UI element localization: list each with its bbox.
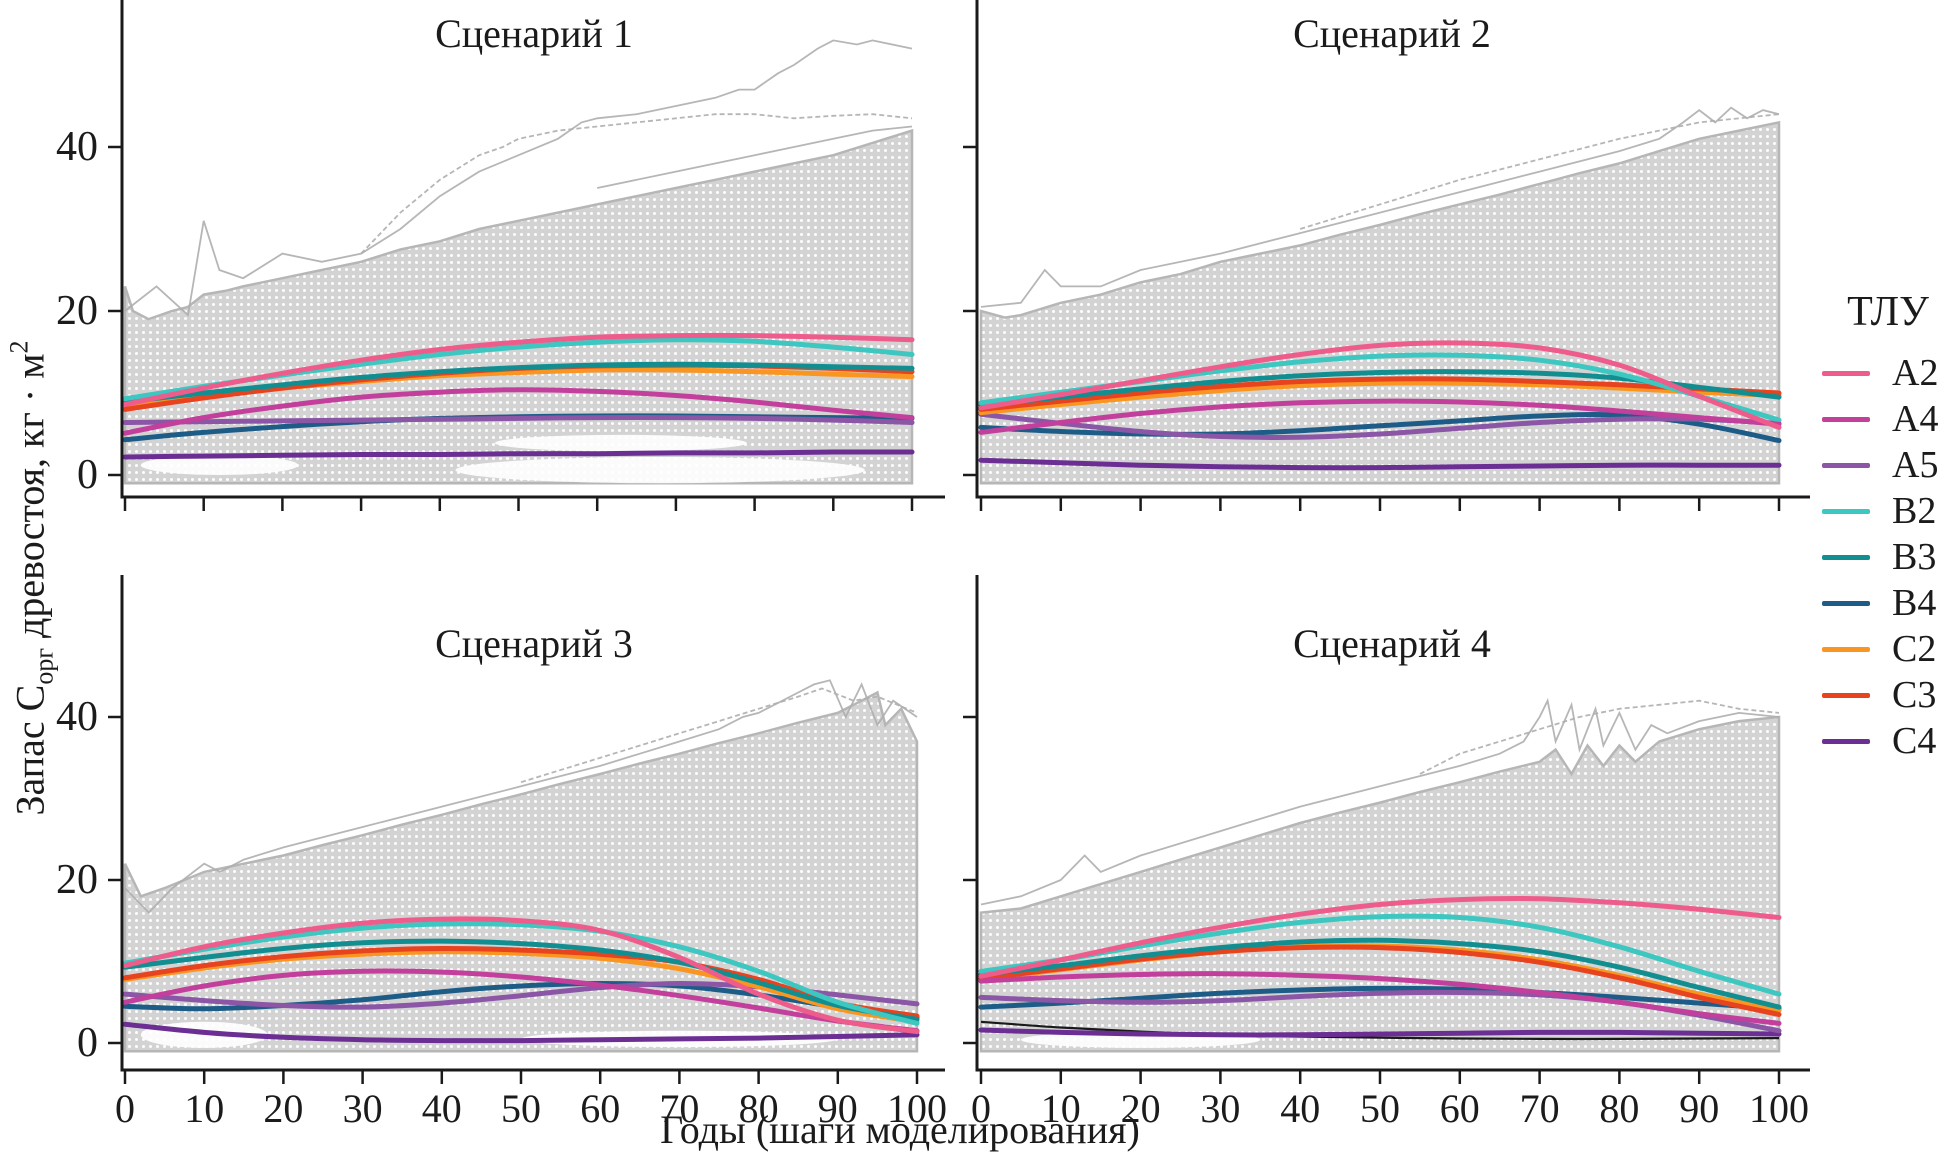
legend-item: A2 — [1822, 350, 1954, 396]
legend-swatch-line — [1822, 554, 1870, 560]
svg-text:0: 0 — [971, 1086, 991, 1131]
y-axis-label-superscript: 2 — [4, 340, 34, 354]
svg-text:60: 60 — [580, 1086, 620, 1131]
legend-swatch-line — [1822, 462, 1870, 468]
legend-swatch-line — [1822, 416, 1870, 422]
legend-item-label: C2 — [1892, 628, 1937, 670]
legend-swatch-line — [1822, 600, 1870, 606]
svg-text:0: 0 — [77, 1020, 98, 1066]
legend-item: A5 — [1822, 442, 1954, 488]
panel-title-scenario-2: Сценарий 2 — [1293, 11, 1491, 56]
legend-swatch-line — [1822, 692, 1870, 698]
legend-item: A4 — [1822, 396, 1954, 442]
svg-text:20: 20 — [263, 1086, 303, 1131]
legend-item-label: A2 — [1892, 352, 1939, 394]
svg-text:40: 40 — [1280, 1086, 1320, 1131]
y-axis-label-prefix: Запас С — [7, 684, 53, 816]
svg-text:70: 70 — [659, 1086, 699, 1131]
x-axis-label: Годы (шаги моделирования) — [660, 1107, 1140, 1152]
svg-text:30: 30 — [343, 1086, 383, 1131]
legend: ТЛУ A2 A4 A5 B2 B3 B4 C2 C3 C4 — [1822, 288, 1954, 764]
legend-item: C4 — [1822, 718, 1954, 764]
svg-text:70: 70 — [1520, 1086, 1560, 1131]
panel-title-scenario-4: Сценарий 4 — [1293, 621, 1491, 666]
y-axis-label-subscript: орг — [29, 648, 59, 685]
legend-item-label: A5 — [1892, 444, 1939, 486]
legend-item-label: C3 — [1892, 674, 1937, 716]
legend-item: B3 — [1822, 534, 1954, 580]
svg-text:50: 50 — [501, 1086, 541, 1131]
legend-item: C2 — [1822, 626, 1954, 672]
svg-text:10: 10 — [184, 1086, 224, 1131]
svg-text:20: 20 — [56, 288, 98, 334]
legend-item-label: B3 — [1892, 536, 1937, 578]
svg-text:90: 90 — [818, 1086, 858, 1131]
legend-item-label: C4 — [1892, 720, 1937, 762]
svg-text:20: 20 — [1121, 1086, 1161, 1131]
legend-items: A2 A4 A5 B2 B3 B4 C2 C3 C4 — [1822, 350, 1954, 764]
legend-item-label: B4 — [1892, 582, 1937, 624]
legend-swatch-line — [1822, 738, 1870, 744]
svg-text:10: 10 — [1041, 1086, 1081, 1131]
svg-text:60: 60 — [1440, 1086, 1480, 1131]
legend-swatch-line — [1822, 370, 1870, 376]
legend-item: B4 — [1822, 580, 1954, 626]
legend-item: B2 — [1822, 488, 1954, 534]
svg-text:80: 80 — [1599, 1086, 1639, 1131]
svg-text:0: 0 — [77, 452, 98, 498]
panel-title-scenario-3: Сценарий 3 — [435, 621, 633, 666]
legend-swatch-line — [1822, 646, 1870, 652]
legend-title: ТЛУ — [1847, 289, 1929, 335]
legend-swatch-line — [1822, 508, 1870, 514]
svg-text:30: 30 — [1200, 1086, 1240, 1131]
svg-text:20: 20 — [56, 857, 98, 903]
svg-text:50: 50 — [1360, 1086, 1400, 1131]
y-axis-label-mid: древостоя, кг · м — [7, 353, 53, 648]
svg-text:40: 40 — [56, 694, 98, 740]
legend-item-label: A4 — [1892, 398, 1939, 440]
svg-text:100: 100 — [1749, 1086, 1809, 1131]
svg-text:80: 80 — [739, 1086, 779, 1131]
panel-title-scenario-1: Сценарий 1 — [435, 11, 633, 56]
svg-text:100: 100 — [887, 1086, 947, 1131]
legend-item: C3 — [1822, 672, 1954, 718]
legend-item-label: B2 — [1892, 490, 1937, 532]
svg-text:40: 40 — [56, 124, 98, 170]
y-axis-label: Запас Сорг древостоя, кг · м2 — [5, 340, 60, 815]
svg-text:0: 0 — [115, 1086, 135, 1131]
svg-text:90: 90 — [1679, 1086, 1719, 1131]
svg-text:40: 40 — [422, 1086, 462, 1131]
